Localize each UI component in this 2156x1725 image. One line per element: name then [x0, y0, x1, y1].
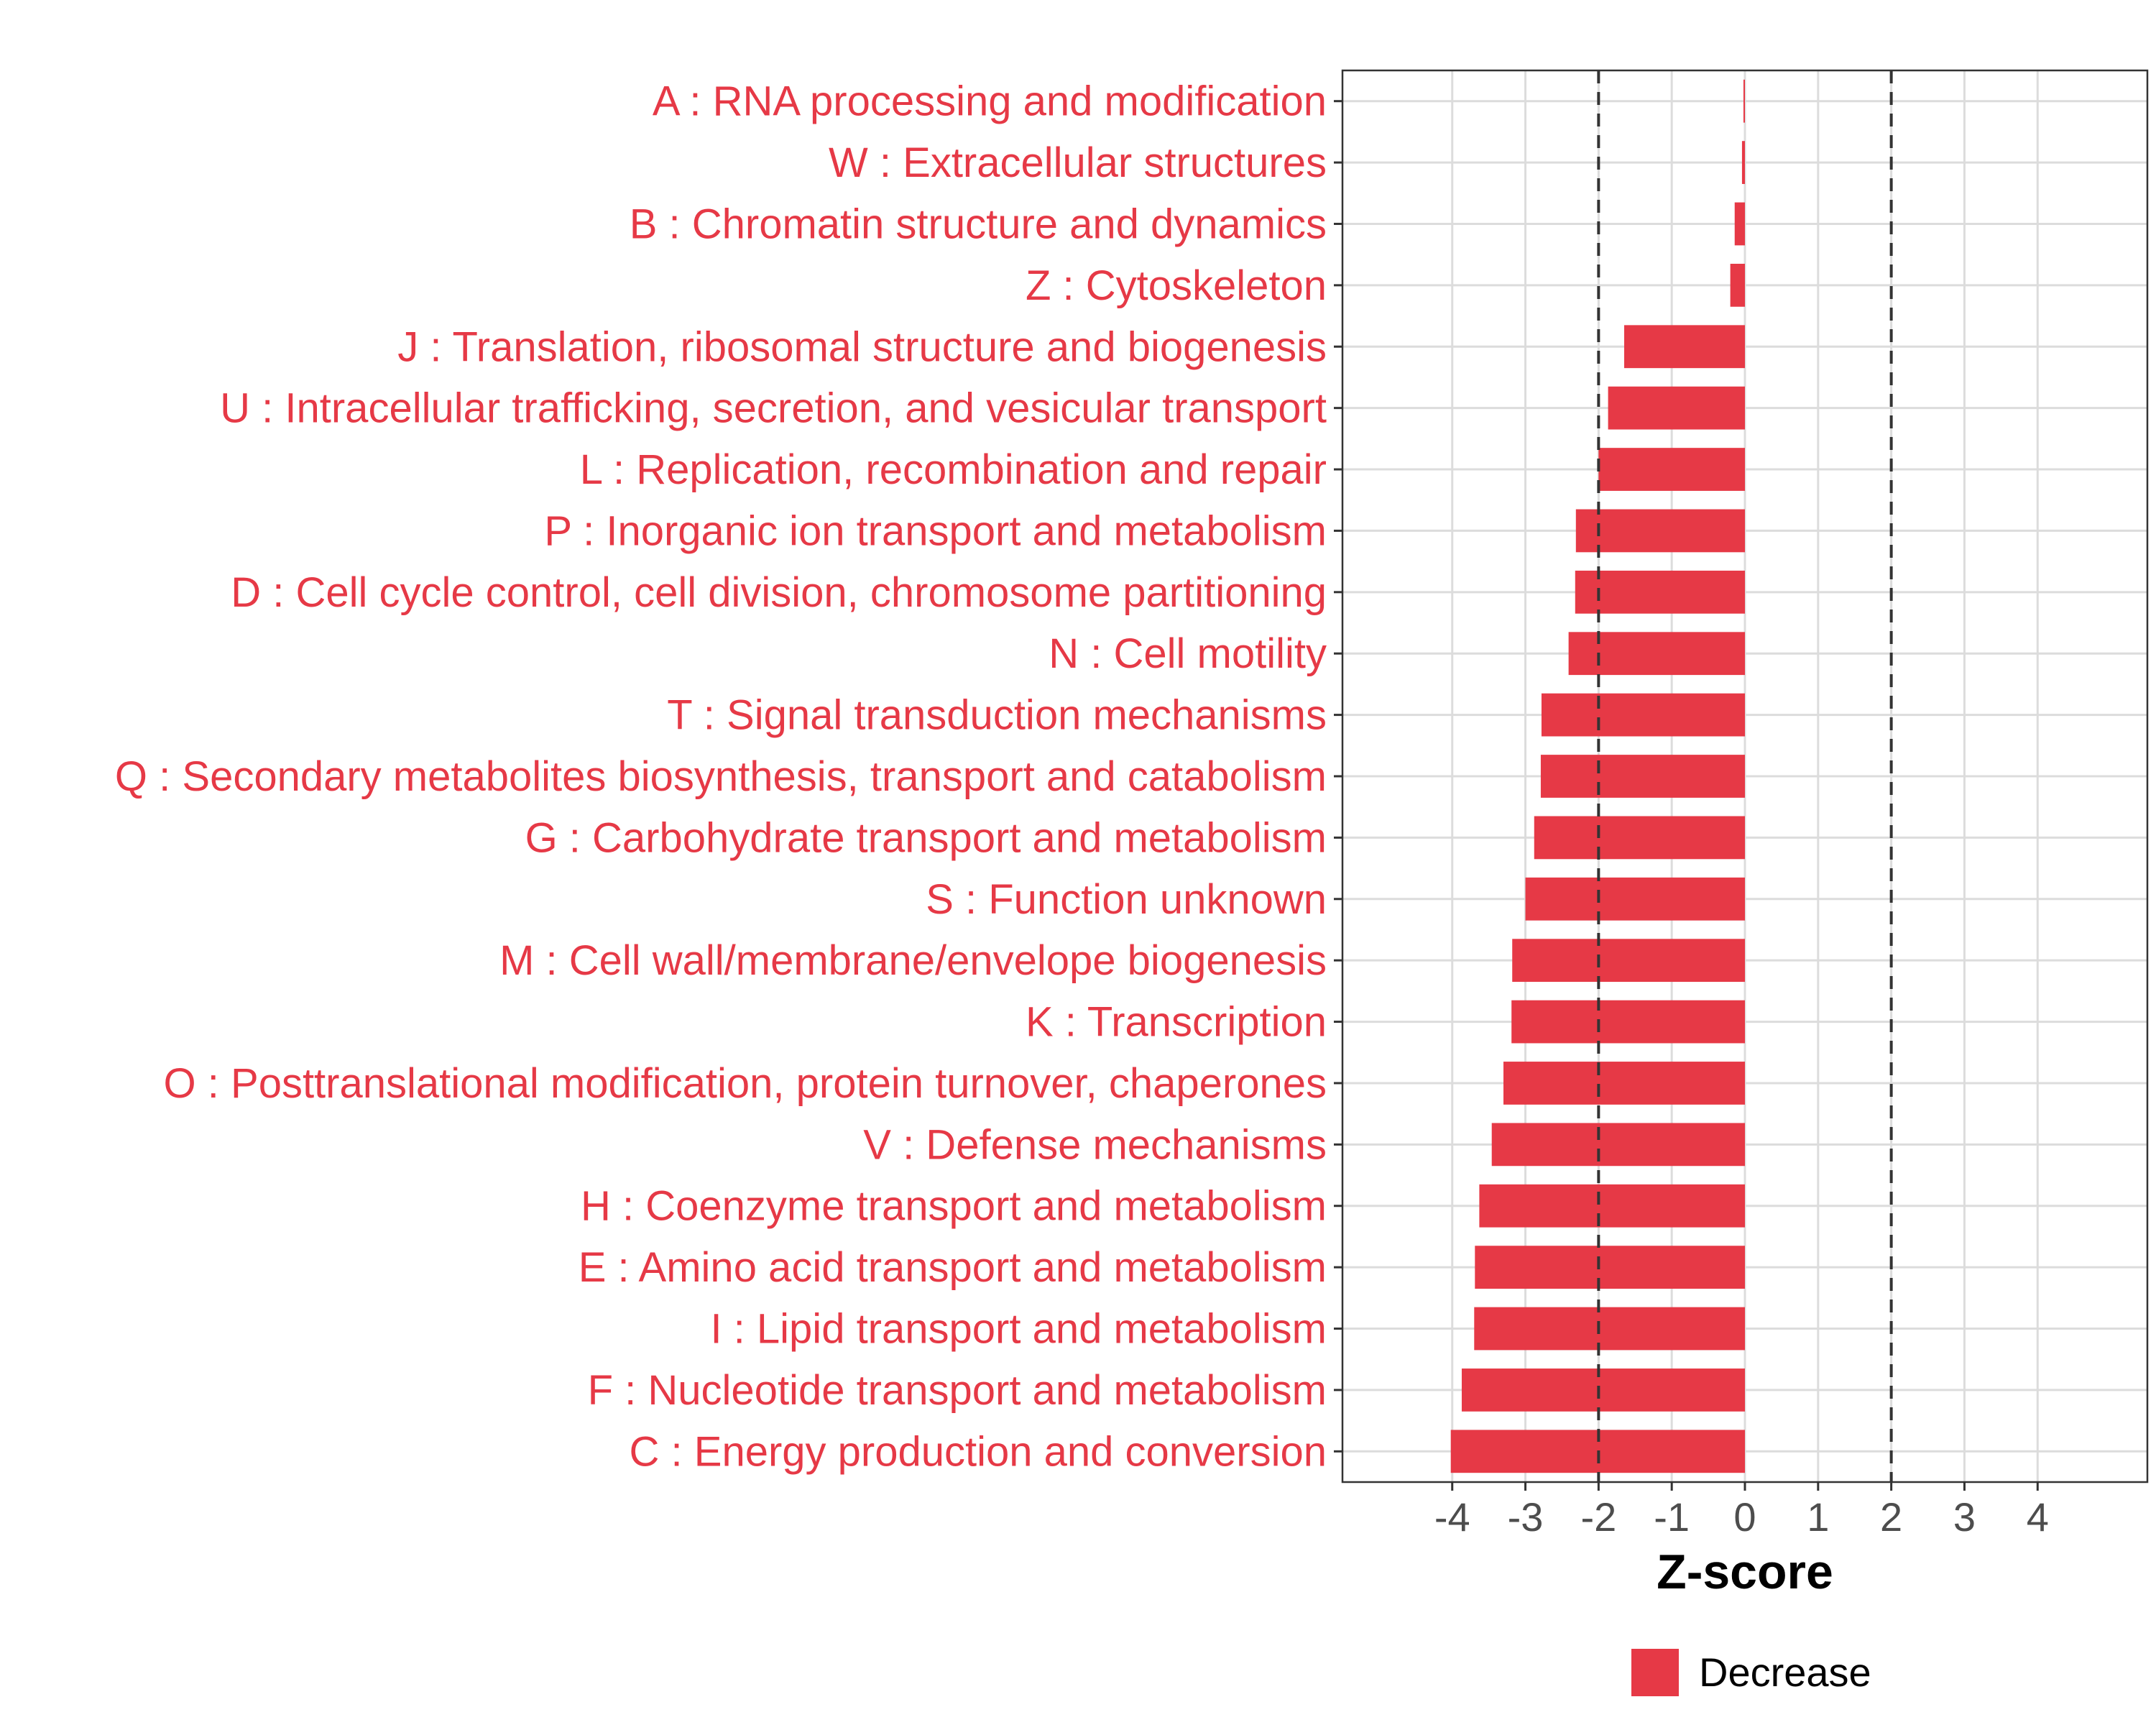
- bar-5: [1608, 386, 1745, 430]
- legend-label-decrease: Decrease: [1699, 1650, 1871, 1695]
- x-axis-title: Z-score: [1657, 1545, 1833, 1599]
- bar-14: [1512, 939, 1745, 983]
- category-label-9: N : Cell motility: [1049, 630, 1327, 677]
- bar-13: [1525, 877, 1745, 921]
- x-tick-label-0: -4: [1434, 1494, 1470, 1540]
- category-label-12: G : Carbohydrate transport and metabolis…: [525, 814, 1327, 861]
- bar-8: [1575, 570, 1745, 614]
- bar-2: [1734, 202, 1745, 246]
- category-label-8: D : Cell cycle control, cell division, c…: [231, 569, 1327, 616]
- bar-6: [1598, 448, 1745, 491]
- legend-key-decrease: [1631, 1649, 1679, 1696]
- bar-17: [1491, 1123, 1745, 1167]
- y-axis-ticks: [1334, 100, 1342, 1453]
- bar-19: [1475, 1246, 1745, 1289]
- bar-0: [1743, 79, 1745, 123]
- x-tick-label-8: 4: [2027, 1494, 2049, 1540]
- legend: Decrease: [1631, 1649, 1871, 1696]
- category-label-1: W : Extracellular structures: [829, 139, 1327, 186]
- category-label-16: O : Posttranslational modification, prot…: [164, 1060, 1327, 1107]
- bar-9: [1568, 632, 1745, 676]
- bar-10: [1541, 693, 1745, 737]
- category-label-20: I : Lipid transport and metabolism: [710, 1306, 1327, 1353]
- bar-12: [1534, 816, 1745, 860]
- bar-11: [1540, 755, 1745, 798]
- category-label-21: F : Nucleotide transport and metabolism: [588, 1367, 1327, 1414]
- bar-21: [1461, 1368, 1745, 1412]
- category-label-7: P : Inorganic ion transport and metaboli…: [544, 507, 1327, 554]
- category-label-22: C : Energy production and conversion: [630, 1428, 1327, 1475]
- x-tick-label-5: 1: [1807, 1494, 1829, 1540]
- y-axis-category-labels: A : RNA processing and modification W : E…: [115, 78, 1327, 1476]
- bar-20: [1474, 1307, 1745, 1351]
- x-tick-label-3: -1: [1654, 1494, 1690, 1540]
- category-label-15: K : Transcription: [1026, 999, 1327, 1046]
- x-tick-label-2: -2: [1580, 1494, 1616, 1540]
- bar-1: [1741, 141, 1745, 184]
- bar-16: [1503, 1062, 1745, 1105]
- bar-15: [1511, 1000, 1745, 1044]
- category-label-14: M : Cell wall/membrane/envelope biogenes…: [499, 937, 1327, 984]
- category-label-11: Q : Secondary metabolites biosynthesis, …: [115, 753, 1327, 800]
- category-label-0: A : RNA processing and modification: [653, 78, 1327, 125]
- category-label-6: L : Replication, recombination and repai…: [580, 446, 1327, 493]
- reference-lines: [1597, 70, 1893, 1482]
- x-tick-label-6: 2: [1880, 1494, 1902, 1540]
- x-tick-label-1: -3: [1508, 1494, 1544, 1540]
- x-tick-label-4: 0: [1733, 1494, 1756, 1540]
- x-axis-ticks: -4 -3 -2 -1 0 1 2 3 4: [1434, 1482, 2049, 1540]
- category-label-17: V : Defense mechanisms: [863, 1121, 1327, 1168]
- category-label-10: T : Signal transduction mechanisms: [667, 692, 1327, 739]
- bar-18: [1479, 1184, 1745, 1228]
- category-label-13: S : Function unknown: [926, 876, 1327, 923]
- bars: [1450, 79, 1745, 1473]
- category-label-19: E : Amino acid transport and metabolism: [579, 1244, 1327, 1291]
- category-label-18: H : Coenzyme transport and metabolism: [581, 1183, 1327, 1230]
- category-label-2: B : Chromatin structure and dynamics: [630, 201, 1327, 247]
- bar-7: [1575, 509, 1745, 553]
- category-label-4: J : Translation, ribosomal structure and…: [397, 323, 1327, 370]
- category-label-3: Z : Cytoskeleton: [1026, 262, 1327, 309]
- category-label-5: U : Intracellular trafficking, secretion…: [220, 385, 1327, 432]
- bar-3: [1730, 263, 1745, 307]
- bar-4: [1624, 325, 1745, 369]
- x-tick-label-7: 3: [1953, 1494, 1976, 1540]
